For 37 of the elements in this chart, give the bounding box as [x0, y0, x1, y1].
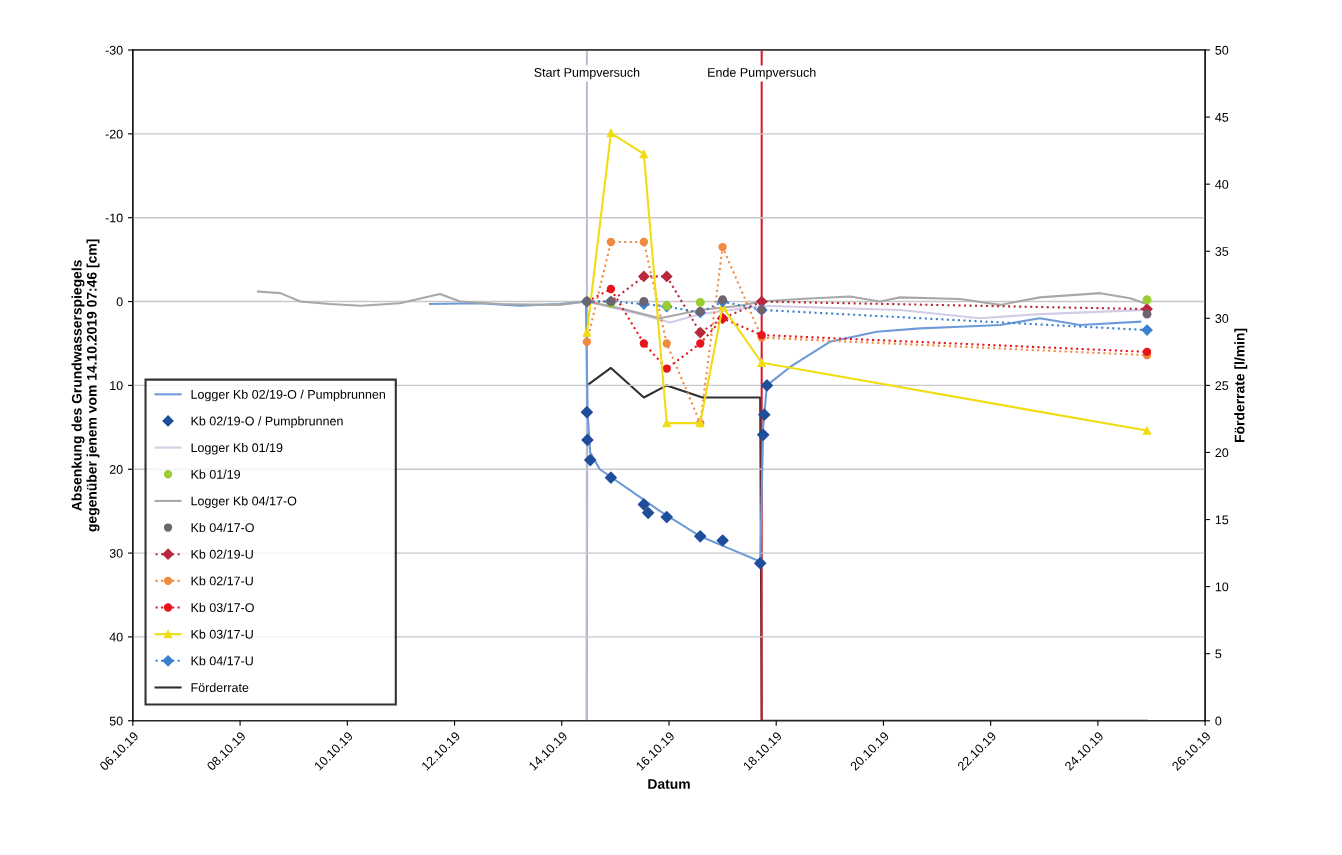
- y2-axis-title: Förderrate [l/min]: [1234, 328, 1248, 442]
- y-tick-label: -10: [105, 213, 123, 223]
- legend-label: Förderrate: [191, 682, 249, 692]
- y-tick-label: 0: [116, 297, 123, 307]
- y-tick-label: 20: [109, 465, 123, 474]
- y-tick-label: -20: [105, 129, 123, 139]
- legend-label: Kb 02/19-U: [191, 549, 253, 559]
- legend-label: Logger Kb 02/19-O / Pumpbrunnen: [191, 389, 385, 402]
- y2-tick-label: 30: [1215, 314, 1229, 323]
- ref-line-label: Ende Pumpversuch: [708, 67, 816, 80]
- y-axis-title: Absenkung des Grundwasserspiegels gegenüber jenem vom 14.10.2019 07:46 [cm]: [71, 239, 100, 532]
- legend-label: Logger Kb 04/17-O: [191, 496, 297, 508]
- ref-line-label: Start Pumpversuch: [534, 67, 640, 80]
- y2-tick-label: 0: [1215, 716, 1222, 726]
- y-tick-label: 40: [109, 632, 123, 642]
- y2-tick-label: 15: [1215, 515, 1229, 525]
- y-tick-label: 10: [110, 381, 123, 391]
- legend-label: Kb 04/17-O: [191, 522, 254, 533]
- y-tick-label: 50: [109, 716, 123, 726]
- y2-tick-label: 35: [1215, 247, 1229, 256]
- y2-tick-label: 10: [1215, 582, 1229, 592]
- legend-label: Logger Kb 01/19: [191, 442, 283, 455]
- legend-label: Kb 03/17-O: [191, 602, 254, 613]
- y-tick-label: 30: [109, 548, 123, 558]
- y2-tick-label: 20: [1215, 448, 1229, 458]
- y2-tick-label: 40: [1215, 179, 1229, 189]
- legend-label: Kb 02/17-U: [191, 576, 253, 586]
- y2-tick-label: 45: [1215, 113, 1229, 122]
- legend-label: Kb 04/17-U: [191, 656, 253, 666]
- legend-label: Kb 02/19-O / Pumpbrunnen: [191, 416, 343, 428]
- y2-tick-label: 5: [1215, 649, 1222, 659]
- legend-label: Kb 01/19: [191, 469, 240, 479]
- x-axis-title: Datum: [648, 779, 690, 789]
- y-tick-label: -30: [105, 45, 123, 55]
- y2-tick-label: 50: [1215, 45, 1229, 55]
- y2-tick-label: 25: [1215, 381, 1229, 391]
- legend-label: Kb 03/17-U: [191, 629, 253, 639]
